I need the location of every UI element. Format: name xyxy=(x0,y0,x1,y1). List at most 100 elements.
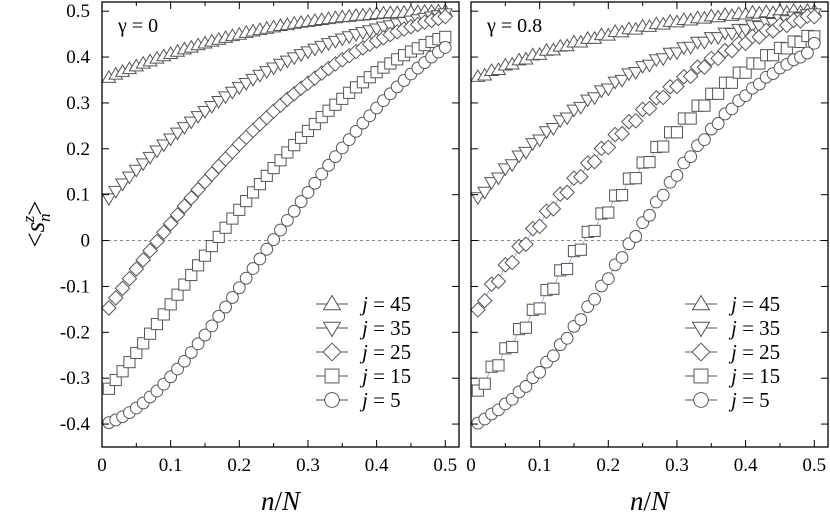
gamma-annotation: γ = 0.8 xyxy=(486,15,542,37)
data-point xyxy=(219,300,232,314)
legend-label: j = 35 xyxy=(359,316,411,340)
x-tick-label: 0.1 xyxy=(528,455,552,476)
data-point xyxy=(211,95,227,109)
data-point xyxy=(169,127,186,141)
data-point xyxy=(198,249,212,262)
data-point xyxy=(301,185,315,199)
data-point xyxy=(274,154,287,167)
data-point xyxy=(615,251,629,264)
series-circle xyxy=(471,36,821,430)
data-point xyxy=(437,8,454,25)
data-point xyxy=(483,177,500,191)
data-point xyxy=(438,41,452,54)
data-point xyxy=(101,300,117,316)
data-point xyxy=(627,112,644,129)
data-point xyxy=(531,134,548,148)
legend-marker xyxy=(691,321,711,338)
data-point xyxy=(155,224,172,241)
data-point xyxy=(128,164,145,178)
data-point xyxy=(183,116,199,130)
data-point xyxy=(137,337,150,350)
data-point xyxy=(492,359,505,372)
data-point xyxy=(614,74,630,88)
x-tick-label: 0.3 xyxy=(296,455,320,476)
data-point xyxy=(698,99,711,112)
data-point xyxy=(470,192,486,206)
data-point xyxy=(573,168,589,185)
data-point xyxy=(260,242,274,256)
data-point xyxy=(439,30,452,43)
data-point xyxy=(518,146,534,160)
data-point xyxy=(204,100,220,114)
y-tick-label: -0.2 xyxy=(60,322,90,343)
data-point xyxy=(301,124,315,137)
data-point xyxy=(615,189,629,202)
data-point xyxy=(308,176,322,190)
y-tick-label: 0.2 xyxy=(66,139,90,160)
data-point xyxy=(573,101,589,115)
data-point xyxy=(212,230,225,243)
data-point xyxy=(135,251,152,268)
data-point xyxy=(245,73,261,87)
data-point xyxy=(231,82,248,96)
x-axis-title: n/N xyxy=(630,486,671,516)
data-point xyxy=(533,302,546,315)
data-point xyxy=(205,239,218,253)
data-point xyxy=(628,67,644,80)
data-point xyxy=(490,273,507,290)
data-point xyxy=(114,280,131,297)
x-tick-label: 0 xyxy=(466,455,476,476)
x-tick-label: 0.2 xyxy=(227,455,251,476)
legend-marker xyxy=(693,368,709,384)
data-point xyxy=(116,365,129,378)
data-point xyxy=(142,151,158,165)
x-tick-label: 0.1 xyxy=(159,455,183,476)
data-point xyxy=(574,243,587,256)
legend-marker xyxy=(691,342,711,362)
legend-marker xyxy=(691,294,711,311)
data-point xyxy=(519,321,533,334)
legend-marker xyxy=(324,368,340,384)
data-point xyxy=(545,201,562,217)
gamma-annotation: γ = 0 xyxy=(117,15,158,37)
plot-frame xyxy=(470,1,829,448)
data-point xyxy=(164,298,177,311)
data-point xyxy=(267,161,280,175)
data-point xyxy=(219,221,232,234)
data-point xyxy=(600,139,617,156)
data-point xyxy=(192,259,205,272)
data-point xyxy=(657,140,670,153)
series-circle xyxy=(102,41,452,430)
data-point xyxy=(698,133,711,147)
data-point xyxy=(315,167,329,181)
data-point xyxy=(588,224,601,238)
data-point xyxy=(162,133,179,147)
data-point xyxy=(226,212,239,225)
data-point xyxy=(641,100,658,117)
legend-label: j = 35 xyxy=(728,316,780,340)
data-point xyxy=(288,139,301,152)
data-point xyxy=(212,309,226,323)
data-point xyxy=(497,163,514,177)
x-tick-label: 0.4 xyxy=(365,455,389,476)
data-point xyxy=(287,204,301,218)
data-point xyxy=(602,206,615,219)
y-tick-label: 0.5 xyxy=(66,1,90,22)
x-axis-title: n/N xyxy=(261,486,302,516)
data-point xyxy=(601,272,615,286)
data-point xyxy=(239,271,253,285)
data-point xyxy=(315,111,328,124)
data-point xyxy=(629,172,642,185)
data-point xyxy=(267,233,281,247)
legend-label: j = 15 xyxy=(359,364,411,388)
data-point xyxy=(643,156,656,169)
series-triangle-down xyxy=(470,8,822,206)
data-point xyxy=(246,186,260,199)
data-point xyxy=(737,24,754,38)
series-square xyxy=(102,30,452,395)
data-point xyxy=(629,230,643,243)
data-point xyxy=(643,208,656,222)
x-tick-label: 0.4 xyxy=(734,455,758,476)
legend-marker xyxy=(324,392,340,408)
y-tick-label: 0.1 xyxy=(66,185,90,206)
